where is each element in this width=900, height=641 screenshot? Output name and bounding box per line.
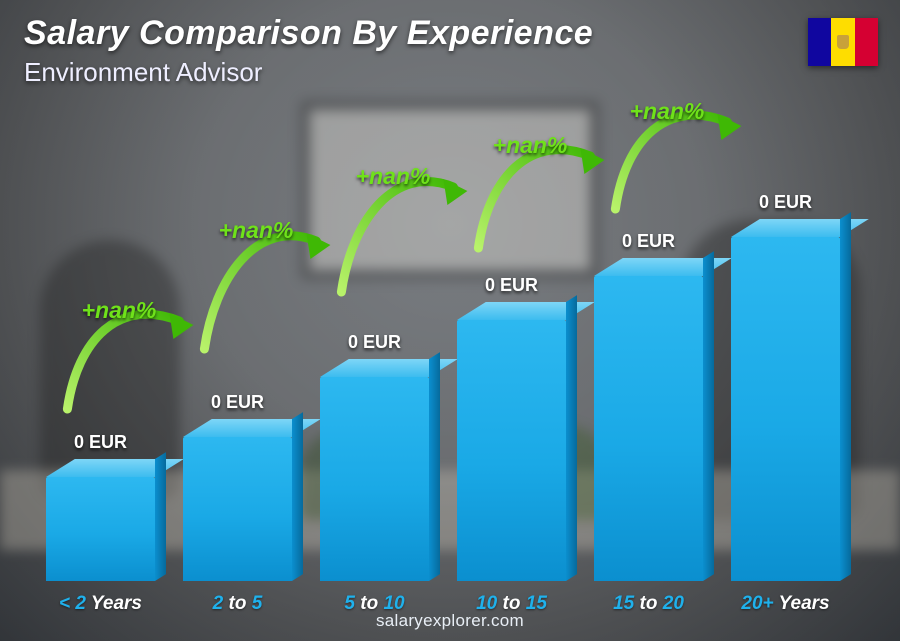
bar-value-label: 0 EUR (348, 332, 401, 353)
footer-credit: salaryexplorer.com (0, 611, 900, 631)
bar-slot: 0 EUR10 to 15+nan% (457, 110, 566, 581)
bar (731, 237, 840, 581)
bar-front (594, 276, 703, 581)
bar-front (320, 377, 429, 581)
bar-side-face (429, 352, 440, 581)
bar-front (46, 477, 155, 581)
bar (594, 276, 703, 581)
arrow-head-icon (306, 233, 330, 259)
arrow-head-icon (169, 313, 193, 339)
bar-slot: 0 EUR20+ Years+nan% (731, 110, 840, 581)
bar-value-label: 0 EUR (211, 392, 264, 413)
bar-side-face (566, 295, 577, 581)
andorra-flag-icon (808, 18, 878, 66)
arrow-head-icon (580, 148, 604, 174)
bar-side-face (840, 212, 851, 581)
bar (183, 437, 292, 581)
bar (46, 477, 155, 581)
infographic-canvas: Salary Comparison By Experience Environm… (0, 0, 900, 641)
bar-slot: 0 EUR5 to 10+nan% (320, 110, 429, 581)
bar-side-face (155, 452, 166, 581)
arrow-head-icon (717, 114, 741, 140)
title-block: Salary Comparison By Experience Environm… (24, 14, 593, 88)
bar-slot: 0 EUR2 to 5+nan% (183, 110, 292, 581)
bar-value-label: 0 EUR (622, 231, 675, 252)
bar-side-face (703, 251, 714, 581)
bar-value-label: 0 EUR (485, 275, 538, 296)
bar (457, 320, 566, 581)
bar-front (457, 320, 566, 581)
bar (320, 377, 429, 581)
arrow-head-icon (443, 179, 467, 205)
salary-bar-chart: 0 EUR< 2 Years 0 EUR2 to 5+nan% 0 EUR5 to … (36, 110, 850, 581)
bar-slot: 0 EUR15 to 20+nan% (594, 110, 703, 581)
page-subtitle: Environment Advisor (24, 57, 593, 88)
bar-front (731, 237, 840, 581)
bar-front (183, 437, 292, 581)
bar-value-label: 0 EUR (759, 192, 812, 213)
bar-slot: 0 EUR< 2 Years (46, 110, 155, 581)
page-title: Salary Comparison By Experience (24, 14, 593, 53)
bar-side-face (292, 412, 303, 581)
bar-value-label: 0 EUR (74, 432, 127, 453)
